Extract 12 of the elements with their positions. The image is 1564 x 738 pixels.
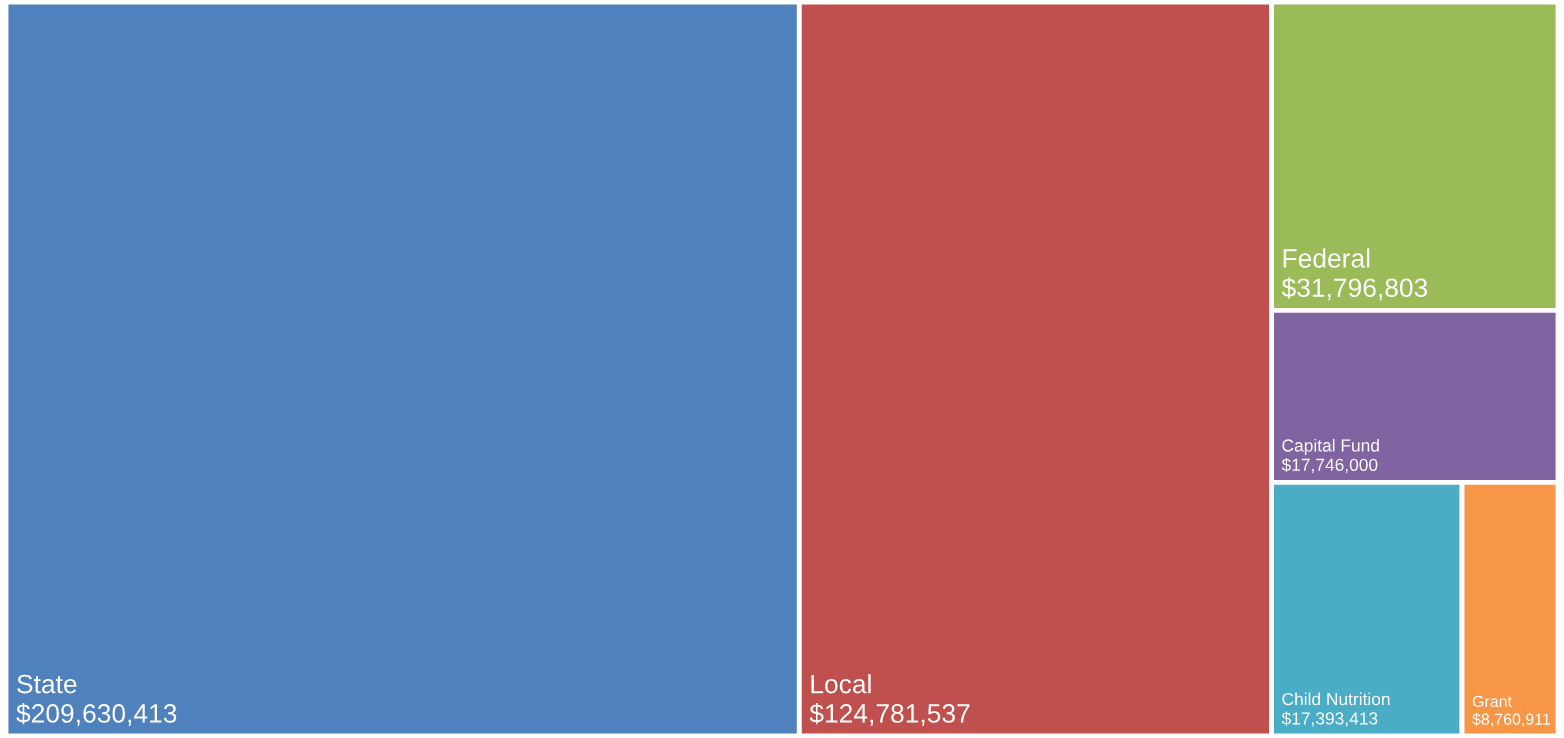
data-label: $209,630,413 [16, 702, 177, 726]
category-label: Child Nutrition [1282, 692, 1390, 706]
category-label: State [17, 674, 77, 694]
category-label: Local [811, 674, 871, 694]
data-label: $31,796,803 [1281, 277, 1428, 301]
data-label: $17,393,413 [1281, 711, 1378, 727]
category-label: Capital Fund [1282, 438, 1379, 456]
category-label: Grant [1472, 695, 1512, 708]
category-label: Federal [1283, 248, 1370, 268]
data-label: $8,760,911 [1472, 712, 1551, 727]
data-label: $124,781,537 [809, 702, 970, 726]
data-label: $17,746,000 [1281, 457, 1378, 474]
